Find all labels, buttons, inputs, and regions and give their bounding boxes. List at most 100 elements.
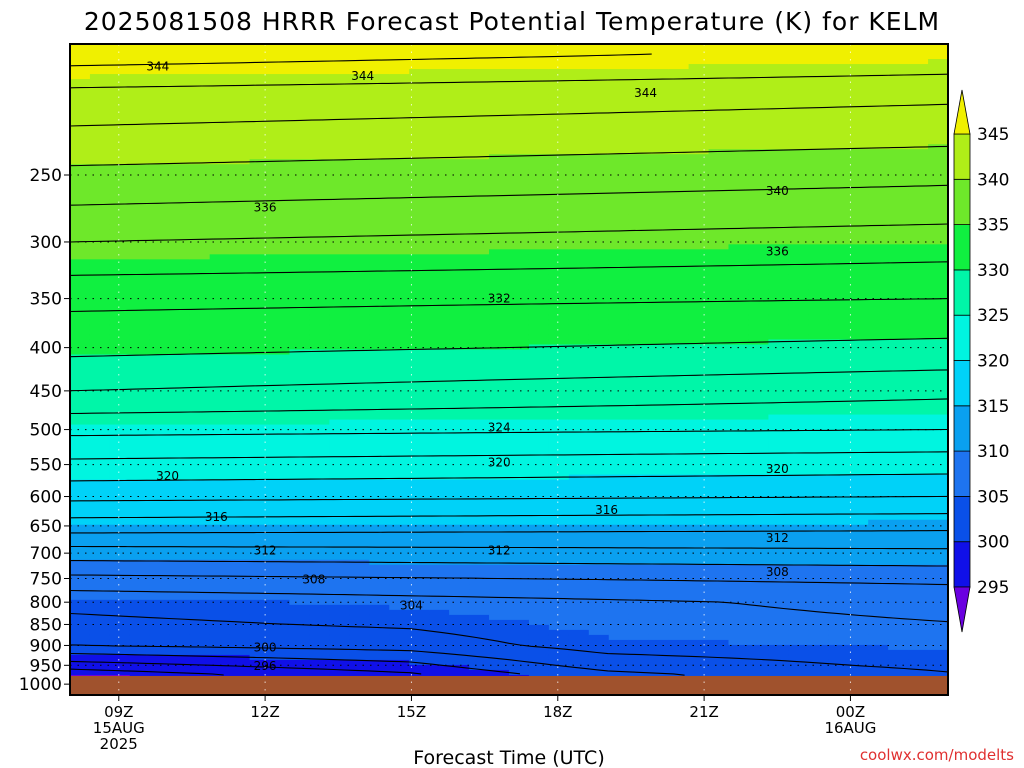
theta-fill-cell [389, 264, 410, 270]
theta-fill-cell [808, 154, 829, 160]
theta-fill-cell [568, 334, 590, 341]
theta-fill-cell [409, 304, 430, 311]
theta-fill-cell [249, 514, 271, 521]
theta-fill-cell [89, 134, 111, 140]
theta-fill-cell [349, 299, 370, 305]
theta-fill-cell [449, 369, 470, 376]
theta-fill-cell [389, 644, 410, 651]
theta-fill-cell [209, 509, 231, 516]
theta-fill-cell [229, 149, 251, 155]
theta-fill-cell [409, 189, 430, 195]
theta-fill-cell [129, 299, 151, 305]
theta-fill-cell [628, 124, 650, 130]
theta-fill-cell [628, 169, 650, 175]
theta-fill-cell [668, 274, 690, 280]
theta-fill-cell [229, 144, 251, 150]
theta-fill-cell [568, 134, 590, 140]
theta-fill-cell [189, 249, 211, 255]
theta-fill-cell [249, 139, 271, 145]
theta-fill-cell [748, 79, 769, 85]
theta-fill-cell [269, 419, 291, 426]
theta-fill-cell [129, 309, 151, 316]
theta-fill-cell [169, 644, 191, 651]
theta-fill-cell [548, 139, 570, 145]
theta-fill-cell [489, 244, 510, 250]
theta-fill-cell [828, 239, 849, 245]
theta-fill-cell [449, 439, 470, 446]
theta-fill-cell [189, 189, 211, 195]
theta-fill-cell [309, 659, 330, 666]
theta-fill-cell [728, 394, 750, 401]
theta-fill-cell [289, 309, 311, 316]
theta-fill-cell [409, 274, 430, 280]
theta-fill-cell [429, 209, 450, 215]
theta-fill-cell [668, 629, 690, 636]
theta-fill-cell [229, 64, 251, 70]
theta-fill-cell [89, 454, 111, 461]
theta-fill-cell [229, 209, 251, 215]
theta-fill-cell [349, 309, 370, 316]
theta-fill-cell [788, 659, 809, 666]
theta-fill-cell [728, 109, 750, 115]
theta-fill-cell [269, 519, 291, 526]
theta-fill-cell [189, 489, 211, 496]
theta-fill-cell [149, 334, 171, 341]
theta-fill-cell [129, 194, 151, 200]
theta-fill-cell [70, 594, 91, 601]
theta-fill-cell [429, 104, 450, 110]
theta-fill-cell [449, 224, 470, 230]
theta-fill-cell [788, 444, 809, 451]
theta-fill-cell [489, 339, 510, 346]
theta-fill-cell [788, 299, 809, 305]
theta-fill-cell [688, 309, 710, 316]
theta-fill-cell [688, 179, 710, 185]
theta-fill-cell [409, 619, 430, 626]
theta-fill-cell [89, 384, 111, 391]
theta-fill-cell [329, 384, 350, 391]
theta-fill-cell [509, 259, 530, 265]
theta-fill-cell [509, 499, 530, 506]
theta-fill-cell [608, 549, 630, 556]
theta-fill-cell [568, 179, 590, 185]
theta-fill-cell [449, 74, 470, 80]
theta-fill-cell [828, 154, 849, 160]
theta-fill-cell [449, 54, 470, 60]
theta-fill-cell [748, 99, 769, 105]
theta-fill-cell [668, 469, 690, 476]
theta-fill-cell [149, 629, 171, 636]
theta-fill-cell [70, 389, 91, 396]
theta-fill-cell [369, 579, 390, 586]
theta-fill-cell [728, 574, 750, 581]
theta-fill-cell [209, 204, 231, 210]
theta-fill-cell [748, 139, 769, 145]
theta-fill-cell [628, 439, 650, 446]
theta-fill-cell [449, 284, 470, 290]
theta-fill-cell [648, 349, 670, 356]
theta-fill-cell [449, 394, 470, 401]
theta-fill-cell [708, 84, 730, 90]
theta-fill-cell [70, 234, 91, 240]
theta-fill-cell [489, 184, 510, 190]
theta-fill-cell [808, 304, 829, 311]
theta-fill-cell [109, 109, 131, 115]
theta-fill-cell [389, 504, 410, 511]
theta-fill-cell [509, 74, 530, 80]
theta-fill-cell [688, 284, 710, 290]
theta-fill-cell [489, 454, 510, 461]
theta-fill-cell [568, 189, 590, 195]
theta-fill-cell [449, 204, 470, 210]
theta-fill-cell [209, 224, 231, 230]
theta-fill-cell [768, 614, 789, 621]
theta-fill-cell [728, 489, 750, 496]
theta-fill-cell [489, 349, 510, 356]
theta-fill-cell [309, 574, 330, 581]
theta-fill-cell [429, 589, 450, 596]
theta-fill-cell [70, 349, 91, 356]
theta-fill-cell [89, 304, 111, 311]
theta-fill-cell [329, 464, 350, 471]
theta-fill-cell [129, 649, 151, 656]
theta-fill-cell [149, 124, 171, 130]
theta-fill-cell [668, 194, 690, 200]
theta-fill-cell [728, 179, 750, 185]
theta-fill-cell [828, 249, 849, 255]
